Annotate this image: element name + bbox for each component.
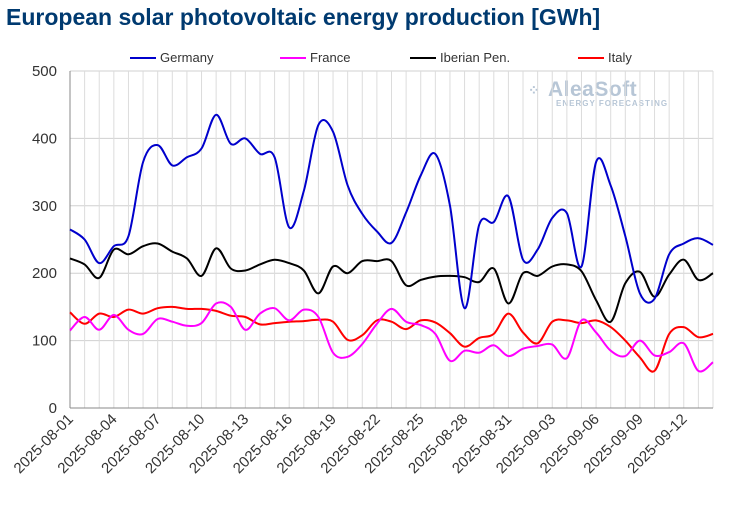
y-tick-label: 0 (49, 400, 57, 417)
legend-label-france: France (310, 50, 351, 65)
legend-swatch-germany (130, 56, 156, 59)
legend-swatch-iberian (410, 56, 436, 59)
legend-swatch-italy (578, 56, 604, 59)
legend-item-france: France (280, 50, 410, 65)
legend-item-italy: Italy (578, 50, 632, 65)
dots-icon: ⁘ (528, 81, 541, 98)
legend-swatch-france (280, 56, 306, 59)
watermark-name: AleaSoft (548, 78, 638, 101)
y-tick-label: 200 (32, 265, 57, 282)
y-tick-label: 400 (32, 130, 57, 147)
watermark-tagline: ENERGY FORECASTING (556, 99, 669, 108)
series-line-iberian-pen (69, 242, 714, 323)
series-line-france (69, 301, 714, 373)
series-line-germany (69, 113, 714, 310)
legend-label-iberian: Iberian Pen. (440, 50, 511, 65)
y-tick-label: 300 (32, 198, 57, 215)
y-tick-label: 100 (32, 333, 57, 350)
y-tick-label: 500 (32, 63, 57, 80)
legend-label-italy: Italy (608, 50, 632, 65)
legend-item-iberian: Iberian Pen. (410, 50, 578, 65)
watermark-logo: ⁘ AleaSoft (528, 78, 668, 102)
series-line-italy (69, 305, 714, 373)
legend: Germany France Iberian Pen. Italy (130, 50, 632, 65)
aleasoft-watermark: ⁘ AleaSoft ENERGY FORECASTING (528, 78, 668, 108)
legend-label-germany: Germany (160, 50, 214, 65)
chart-title: European solar photovoltaic energy produ… (6, 4, 601, 30)
legend-item-germany: Germany (130, 50, 280, 65)
